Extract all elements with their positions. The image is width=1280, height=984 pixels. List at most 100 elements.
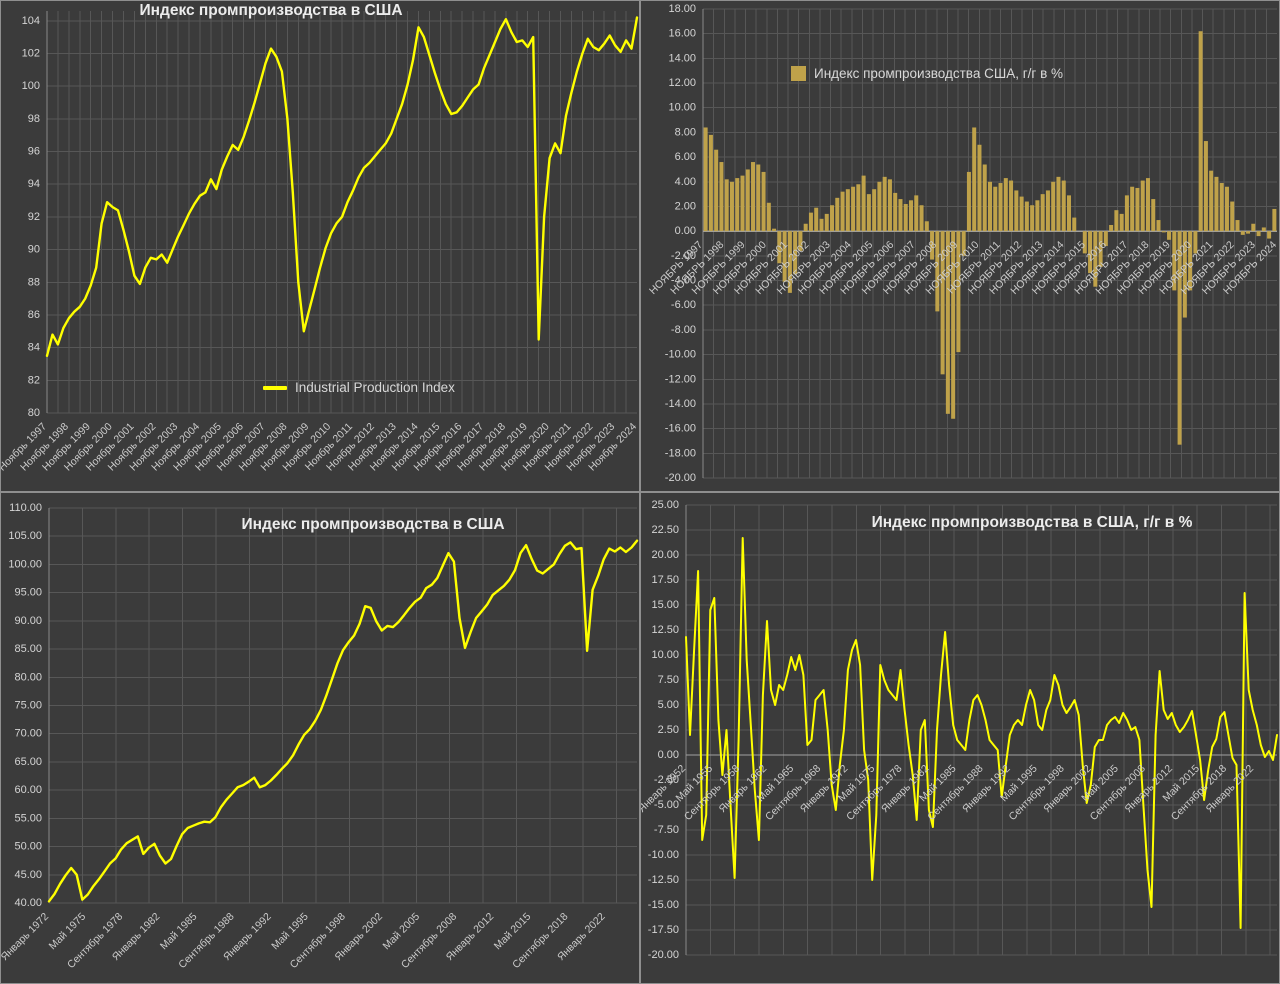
bar <box>1230 201 1235 232</box>
y-tick-label: 82 <box>28 374 40 386</box>
y-tick-label: 22.50 <box>651 524 679 536</box>
bar <box>1072 217 1077 232</box>
y-tick-label: 60.00 <box>14 784 42 796</box>
bar <box>814 207 819 232</box>
y-tick-label: -6.00 <box>671 299 696 311</box>
bar <box>956 231 961 353</box>
legend-label: Industrial Production Index <box>295 380 455 395</box>
y-tick-label: 12.00 <box>668 77 696 89</box>
y-tick-label: 80.00 <box>14 671 42 683</box>
bar <box>761 171 766 232</box>
y-tick-label: 18.00 <box>668 3 696 15</box>
y-tick-label: 110.00 <box>9 502 42 514</box>
y-tick-label: 94 <box>28 178 40 190</box>
y-tick-label: -15.00 <box>648 899 679 911</box>
bar <box>972 127 977 232</box>
bar <box>1240 231 1245 235</box>
bar <box>998 183 1003 232</box>
bar <box>1145 178 1150 232</box>
bar <box>772 228 777 232</box>
y-tick-label: -10.00 <box>648 849 679 861</box>
bar <box>1177 231 1182 445</box>
y-tick-label: -14.00 <box>665 398 696 410</box>
bar <box>898 199 903 232</box>
y-tick-label: 65.00 <box>14 756 42 768</box>
series-line <box>47 539 639 903</box>
bar <box>1098 231 1103 267</box>
bar <box>1224 186 1229 232</box>
chart-title: Индекс промпроизводства в США <box>241 516 505 533</box>
bar <box>1182 231 1187 318</box>
y-tick-label: -20.00 <box>665 472 696 484</box>
bar <box>1088 231 1093 274</box>
y-tick-label: 84 <box>28 342 40 354</box>
bar <box>840 191 845 232</box>
y-tick-label: -7.50 <box>654 824 679 836</box>
bar <box>945 231 950 414</box>
bar <box>787 231 792 293</box>
bar <box>1167 231 1172 240</box>
x-tick-label: Январь 1972 <box>1 911 51 964</box>
y-tick-label: 55.00 <box>14 812 42 824</box>
y-tick-label: 25.00 <box>651 499 679 511</box>
y-tick-label: 86 <box>28 309 40 321</box>
y-tick-label: -5.00 <box>654 799 679 811</box>
y-tick-label: 45.00 <box>14 869 42 881</box>
bar <box>988 181 992 232</box>
bar <box>1061 180 1066 232</box>
y-tick-label: 90.00 <box>14 615 42 627</box>
bar <box>1151 199 1156 232</box>
bar <box>1003 178 1008 232</box>
bar <box>714 149 719 232</box>
panel-ipi-level-1972-2024: Индекс промпроизводства в США 110.00 105.… <box>0 492 640 984</box>
y-tick-label: -8.00 <box>671 324 696 336</box>
bar <box>824 213 829 232</box>
y-tick-label: 105.00 <box>8 530 42 542</box>
bar <box>1261 227 1266 232</box>
y-tick-label: -20.00 <box>648 949 679 961</box>
bar <box>1235 220 1240 232</box>
y-tick-label: -2.00 <box>671 250 696 262</box>
bar <box>903 204 908 232</box>
bar <box>1040 194 1045 232</box>
legend-line-marker-icon <box>263 385 287 390</box>
bar <box>1272 208 1277 232</box>
bar <box>808 212 813 232</box>
y-tick-label: 8.00 <box>675 126 696 138</box>
bar <box>1140 180 1145 232</box>
y-tick-label: -18.00 <box>665 447 696 459</box>
y-tick-label: -16.00 <box>665 423 696 435</box>
bar <box>877 181 882 232</box>
bar <box>735 178 740 232</box>
y-tick-label: 80 <box>28 407 40 419</box>
bar <box>961 231 966 256</box>
bar <box>1219 183 1224 232</box>
bar <box>951 231 956 419</box>
bar <box>1051 181 1056 232</box>
y-tick-label: 12.50 <box>651 624 679 636</box>
panel-ipi-level-1997-2024: Индекс промпроизводства в США Industrial… <box>0 0 640 492</box>
bar <box>756 164 761 232</box>
bar <box>935 231 940 312</box>
y-tick-label: 85.00 <box>14 643 42 655</box>
y-tick-label: 40.00 <box>14 897 42 909</box>
y-tick-label: 75.00 <box>14 700 42 712</box>
bar <box>1203 141 1208 232</box>
bar <box>1109 224 1114 232</box>
bar <box>729 181 734 232</box>
bar <box>1198 31 1203 232</box>
y-tick-label: 4.00 <box>675 176 696 188</box>
bar <box>1161 231 1166 233</box>
y-tick-label: 96 <box>28 146 40 158</box>
bar-chart-ipi-yoy: 18.00 16.00 14.00 12.00 10.00 8.00 6.00 4.00 2.0… <box>647 3 1279 484</box>
legend-square-marker-icon <box>791 66 806 81</box>
bar <box>1246 231 1251 234</box>
bar <box>893 192 898 232</box>
bar <box>1119 213 1124 232</box>
bar <box>1082 231 1087 254</box>
bar <box>1093 231 1098 287</box>
bar <box>845 189 850 232</box>
bar <box>1024 201 1029 232</box>
